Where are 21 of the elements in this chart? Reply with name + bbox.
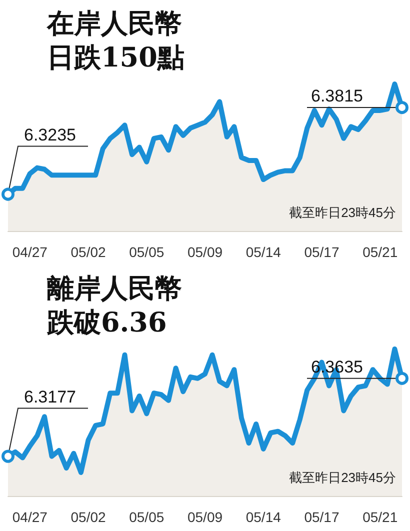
x-tick-label: 04/27	[12, 509, 48, 525]
annotation: 6.3235	[24, 125, 76, 144]
annotation: 6.3815	[311, 86, 363, 106]
x-tick-label: 05/14	[246, 509, 282, 525]
x-tick-label: 05/09	[187, 509, 223, 525]
x-tick-label: 05/14	[246, 244, 282, 260]
x-tick-label: 05/21	[362, 244, 398, 260]
x-tick-label: 05/17	[304, 244, 340, 260]
x-tick-label: 04/27	[12, 244, 48, 260]
annotation: 6.3177	[24, 387, 76, 406]
x-tick-label: 05/09	[187, 244, 223, 260]
annotation: 截至昨日23時45分	[289, 205, 396, 220]
chart-title: 離岸人民幣跌破6.36	[46, 274, 182, 338]
x-tick-label: 05/02	[70, 509, 106, 525]
x-tick-label: 05/21	[362, 509, 398, 525]
x-tick-label: 05/05	[129, 244, 164, 260]
x-tick-label: 05/17	[304, 509, 340, 525]
x-tick-label: 05/02	[70, 244, 106, 260]
x-tick-label: 05/05	[129, 509, 164, 525]
annotation: 截至昨日23時45分	[289, 470, 396, 485]
chart-title: 在岸人民幣日跌150點	[46, 8, 184, 74]
